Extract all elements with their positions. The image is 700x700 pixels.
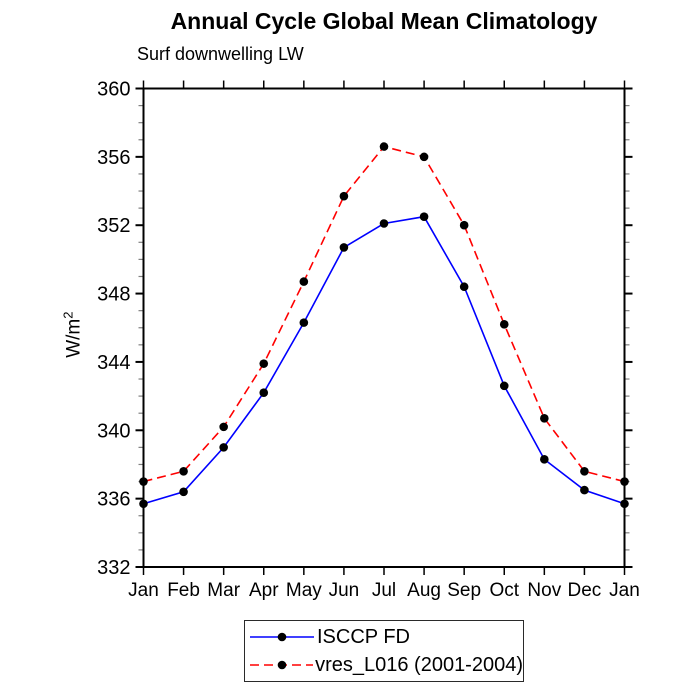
- legend: ISCCP FD vres_L016 (2001-2004): [244, 620, 524, 682]
- y-tick-label: 344: [97, 352, 130, 374]
- data-point-marker: [259, 388, 269, 397]
- legend-item: ISCCP FD: [249, 623, 523, 651]
- x-tick-label: Dec: [568, 580, 602, 601]
- data-point-marker: [379, 219, 389, 228]
- data-point-marker: [499, 320, 509, 329]
- data-point-marker: [139, 477, 148, 486]
- y-tick-label: 348: [97, 284, 130, 306]
- x-tick-label: Apr: [249, 580, 279, 601]
- data-point-marker: [219, 443, 228, 452]
- x-tick-label: Nov: [527, 580, 561, 601]
- legend-marker-sample: [277, 660, 287, 670]
- x-tick-label: Oct: [489, 580, 519, 601]
- legend-label: ISCCP FD: [317, 625, 410, 648]
- x-tick-label: Sep: [447, 580, 481, 601]
- y-tick-label: 332: [97, 557, 130, 579]
- data-point-marker: [459, 220, 469, 230]
- data-point-marker: [299, 318, 309, 327]
- data-point-marker: [179, 467, 188, 476]
- data-point-marker: [580, 485, 589, 495]
- legend-item: vres_L016 (2001-2004): [249, 651, 523, 679]
- data-point-marker: [179, 487, 188, 497]
- legend-label: vres_L016 (2001-2004): [315, 653, 523, 676]
- legend-marker-sample: [277, 632, 287, 642]
- data-point-marker: [139, 499, 148, 509]
- y-tick-label: 336: [97, 489, 130, 511]
- data-point-marker: [620, 477, 629, 486]
- data-point-marker: [580, 467, 589, 476]
- data-point-marker: [620, 499, 629, 509]
- y-tick-label: 340: [97, 420, 130, 442]
- chart-title: Annual Cycle Global Mean Climatology: [170, 8, 598, 34]
- data-point-marker: [299, 277, 309, 286]
- x-tick-label: Mar: [207, 580, 240, 601]
- x-tick-label: May: [286, 580, 322, 601]
- data-point-marker: [219, 422, 228, 432]
- data-point-marker: [379, 142, 389, 151]
- x-tick-label: Jan: [609, 580, 640, 601]
- x-tick-label: Jan: [128, 580, 159, 601]
- y-tick-label: 352: [97, 215, 130, 237]
- data-point-marker: [459, 282, 469, 292]
- data-point-marker: [259, 359, 269, 368]
- x-tick-label: Jul: [372, 580, 396, 601]
- x-tick-label: Jun: [329, 580, 360, 601]
- legend-swatch-line-dot: [250, 632, 314, 642]
- data-point-marker: [419, 212, 429, 221]
- data-point-marker: [499, 381, 509, 391]
- chart-subtitle: Surf downwelling LW: [137, 44, 304, 64]
- series-line: [143, 215, 625, 505]
- data-point-marker: [540, 455, 549, 464]
- data-point-marker: [419, 152, 429, 162]
- legend-swatch-line-dot: [250, 660, 314, 670]
- plot-border: [142, 87, 626, 568]
- y-tick-label: 360: [97, 79, 130, 101]
- x-tick-label: Feb: [167, 580, 200, 601]
- y-tick-label: 356: [97, 147, 130, 169]
- data-point-marker: [339, 191, 349, 201]
- series-line: [143, 145, 625, 483]
- x-tick-label: Aug: [407, 580, 441, 601]
- data-point-marker: [339, 243, 349, 252]
- data-point-marker: [540, 414, 549, 423]
